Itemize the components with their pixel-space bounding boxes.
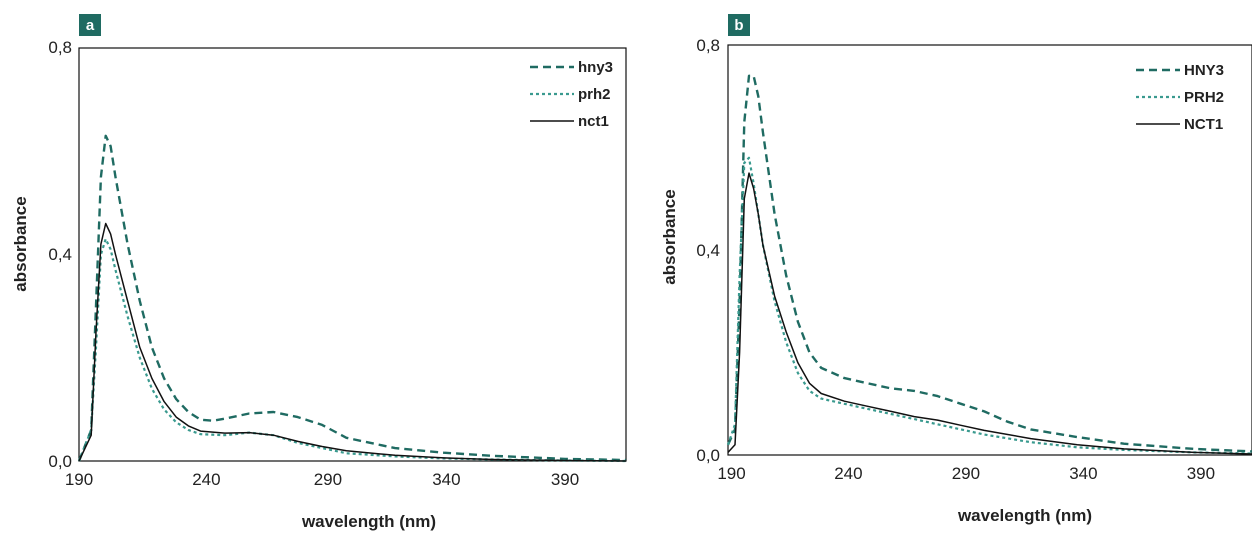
legend-label-hny3: HNY3 [1184, 62, 1224, 79]
panel-b-badge [728, 14, 750, 36]
panel-a-y-tick: 0,4 [48, 245, 72, 264]
panel-b-y-ticks: 0,0 0,4 0,8 [696, 36, 720, 465]
panel-b-x-axis-title: wavelength (nm) [957, 506, 1092, 525]
panel-b-y-tick: 0,0 [696, 446, 720, 465]
legend-label-prh2: prh2 [578, 86, 611, 103]
panel-a-x-tick: 240 [192, 470, 220, 489]
legend-label-prh2: PRH2 [1184, 89, 1224, 106]
panel-a-x-tick: 390 [551, 470, 579, 489]
panel-b-x-tick: 190 [717, 464, 745, 483]
panel-a-x-axis-title: wavelength (nm) [301, 512, 436, 531]
panel-b-y-axis-title: absorbance [660, 189, 679, 284]
panel-b-series [726, 74, 1252, 455]
panel-a-y-tick: 0,8 [48, 38, 72, 57]
series-line-nct1 [727, 172, 1252, 455]
panel-a-x-tick: 340 [432, 470, 460, 489]
panel-a-letter: a [86, 17, 95, 34]
legend-label-nct1: nct1 [578, 113, 609, 130]
panel-b-x-tick: 390 [1187, 464, 1215, 483]
panel-a-x-tick: 290 [314, 470, 342, 489]
panel-a-y-ticks: 0,0 0,4 0,8 [48, 38, 72, 471]
panel-b-frame [727, 44, 1252, 456]
panel-a-y-axis-title: absorbance [11, 196, 30, 291]
panel-b-x-tick: 340 [1069, 464, 1097, 483]
panel-b-x-tick: 290 [952, 464, 980, 483]
panel-b-y-tick: 0,8 [696, 36, 720, 55]
panel-b-x-ticks: 190 240 290 340 390 [717, 464, 1215, 483]
panel-b-x-tick: 240 [834, 464, 862, 483]
panel-a-frame [78, 47, 627, 462]
panel-b-y-tick: 0,4 [696, 241, 720, 260]
panel-b-legend: HNY3 PRH2 NCT1 [1136, 62, 1224, 133]
panel-a-legend: hny3 prh2 nct1 [530, 59, 613, 130]
series-line-hny3 [77, 134, 627, 462]
panel-a-x-tick: 190 [65, 470, 93, 489]
panel-a-badge [79, 14, 101, 36]
legend-label-hny3: hny3 [578, 59, 613, 76]
panel-a-series [77, 134, 627, 463]
chart-panel-a: a hny3 prh2 nct1 190 240 290 340 390 0,0 0… [11, 14, 627, 531]
series-line-hny3 [726, 74, 1252, 453]
series-line-prh2 [77, 237, 627, 463]
panel-b-letter: b [734, 17, 743, 34]
series-line-nct1 [78, 222, 627, 462]
legend-label-nct1: NCT1 [1184, 116, 1223, 133]
chart-panel-b: b HNY3 PRH2 NCT1 190 240 290 340 390 0,0 0… [660, 14, 1252, 525]
panel-a-y-tick: 0,0 [48, 452, 72, 471]
panel-a-x-ticks: 190 240 290 340 390 [65, 470, 579, 489]
series-line-prh2 [726, 156, 1252, 455]
